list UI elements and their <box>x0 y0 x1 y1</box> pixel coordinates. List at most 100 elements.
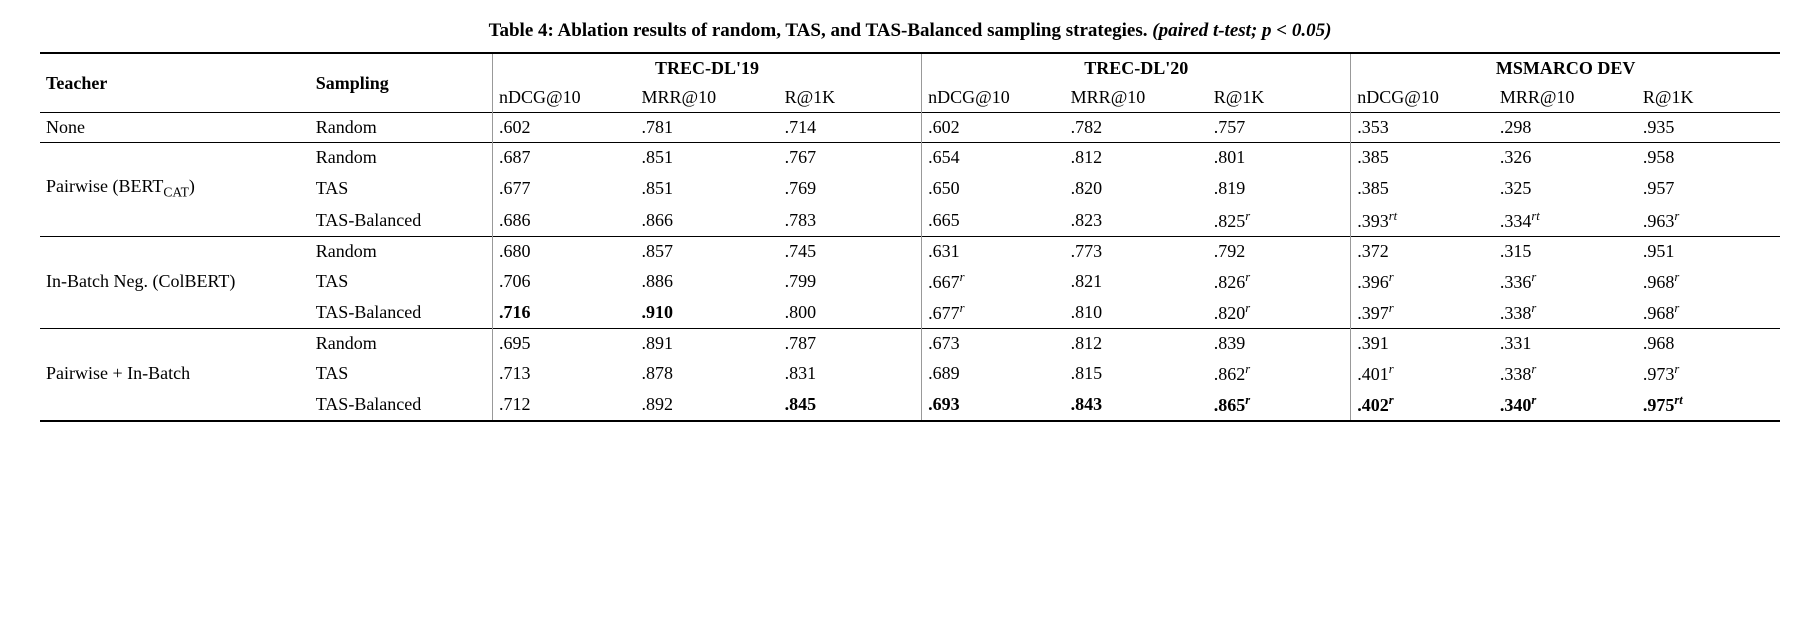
ablation-table: Teacher Sampling TREC-DL'19 TREC-DL'20 M… <box>40 52 1780 422</box>
value-cell: .782 <box>1065 113 1208 143</box>
value-cell: .693 <box>922 389 1065 421</box>
col-metric: nDCG@10 <box>922 83 1065 113</box>
table-caption: Table 4: Ablation results of random, TAS… <box>40 20 1780 42</box>
value-cell: .800 <box>779 297 922 329</box>
value-cell: .831 <box>779 358 922 389</box>
value-cell: .892 <box>636 389 779 421</box>
value-cell: .773 <box>1065 236 1208 266</box>
value-cell: .338r <box>1494 297 1637 329</box>
value-cell: .602 <box>492 113 635 143</box>
value-cell: .843 <box>1065 389 1208 421</box>
value-cell: .325 <box>1494 172 1637 205</box>
value-cell: .687 <box>492 143 635 173</box>
col-group-2: MSMARCO DEV <box>1351 53 1780 83</box>
value-cell: .686 <box>492 205 635 237</box>
value-cell: .336r <box>1494 266 1637 297</box>
caption-title: Table 4: Ablation results of random, TAS… <box>489 20 1148 41</box>
value-cell: .801 <box>1208 143 1351 173</box>
value-cell: .326 <box>1494 143 1637 173</box>
value-cell: .713 <box>492 358 635 389</box>
value-cell: .631 <box>922 236 1065 266</box>
value-cell: .812 <box>1065 328 1208 358</box>
value-cell: .957 <box>1637 172 1780 205</box>
col-metric: R@1K <box>1208 83 1351 113</box>
teacher-cell: In-Batch Neg. (ColBERT) <box>40 266 310 297</box>
value-cell: .865r <box>1208 389 1351 421</box>
sampling-cell: TAS-Balanced <box>310 205 493 237</box>
value-cell: .769 <box>779 172 922 205</box>
value-cell: .968 <box>1637 328 1780 358</box>
sampling-cell: Random <box>310 113 493 143</box>
value-cell: .825r <box>1208 205 1351 237</box>
value-cell: .886 <box>636 266 779 297</box>
value-cell: .820r <box>1208 297 1351 329</box>
col-metric: MRR@10 <box>1065 83 1208 113</box>
col-teacher: Teacher <box>40 53 310 113</box>
value-cell: .975rt <box>1637 389 1780 421</box>
teacher-cell <box>40 328 310 358</box>
value-cell: .951 <box>1637 236 1780 266</box>
teacher-cell: None <box>40 113 310 143</box>
value-cell: .602 <box>922 113 1065 143</box>
value-cell: .391 <box>1351 328 1494 358</box>
value-cell: .857 <box>636 236 779 266</box>
col-metric: MRR@10 <box>1494 83 1637 113</box>
value-cell: .820 <box>1065 172 1208 205</box>
value-cell: .812 <box>1065 143 1208 173</box>
value-cell: .963r <box>1637 205 1780 237</box>
value-cell: .706 <box>492 266 635 297</box>
value-cell: .695 <box>492 328 635 358</box>
sampling-cell: TAS <box>310 266 493 297</box>
value-cell: .402r <box>1351 389 1494 421</box>
value-cell: .331 <box>1494 328 1637 358</box>
col-metric: nDCG@10 <box>492 83 635 113</box>
value-cell: .385 <box>1351 143 1494 173</box>
value-cell: .757 <box>1208 113 1351 143</box>
col-metric: R@1K <box>779 83 922 113</box>
value-cell: .667r <box>922 266 1065 297</box>
col-group-1: TREC-DL'20 <box>922 53 1351 83</box>
col-metric: MRR@10 <box>636 83 779 113</box>
value-cell: .851 <box>636 143 779 173</box>
value-cell: .298 <box>1494 113 1637 143</box>
value-cell: .958 <box>1637 143 1780 173</box>
teacher-cell <box>40 297 310 329</box>
value-cell: .839 <box>1208 328 1351 358</box>
value-cell: .783 <box>779 205 922 237</box>
value-cell: .866 <box>636 205 779 237</box>
caption-note: (paired t-test; p < 0.05) <box>1152 20 1331 41</box>
value-cell: .935 <box>1637 113 1780 143</box>
sampling-cell: Random <box>310 143 493 173</box>
value-cell: .792 <box>1208 236 1351 266</box>
value-cell: .338r <box>1494 358 1637 389</box>
sampling-cell: Random <box>310 328 493 358</box>
sampling-cell: Random <box>310 236 493 266</box>
value-cell: .799 <box>779 266 922 297</box>
teacher-cell <box>40 143 310 173</box>
col-metric: nDCG@10 <box>1351 83 1494 113</box>
teacher-cell <box>40 236 310 266</box>
value-cell: .385 <box>1351 172 1494 205</box>
value-cell: .767 <box>779 143 922 173</box>
value-cell: .680 <box>492 236 635 266</box>
value-cell: .665 <box>922 205 1065 237</box>
value-cell: .815 <box>1065 358 1208 389</box>
value-cell: .910 <box>636 297 779 329</box>
value-cell: .340r <box>1494 389 1637 421</box>
value-cell: .716 <box>492 297 635 329</box>
sampling-cell: TAS-Balanced <box>310 389 493 421</box>
value-cell: .826r <box>1208 266 1351 297</box>
value-cell: .315 <box>1494 236 1637 266</box>
value-cell: .891 <box>636 328 779 358</box>
value-cell: .745 <box>779 236 922 266</box>
value-cell: .677 <box>492 172 635 205</box>
value-cell: .821 <box>1065 266 1208 297</box>
value-cell: .712 <box>492 389 635 421</box>
col-group-0: TREC-DL'19 <box>492 53 921 83</box>
value-cell: .845 <box>779 389 922 421</box>
value-cell: .334rt <box>1494 205 1637 237</box>
value-cell: .823 <box>1065 205 1208 237</box>
col-metric: R@1K <box>1637 83 1780 113</box>
value-cell: .372 <box>1351 236 1494 266</box>
value-cell: .650 <box>922 172 1065 205</box>
